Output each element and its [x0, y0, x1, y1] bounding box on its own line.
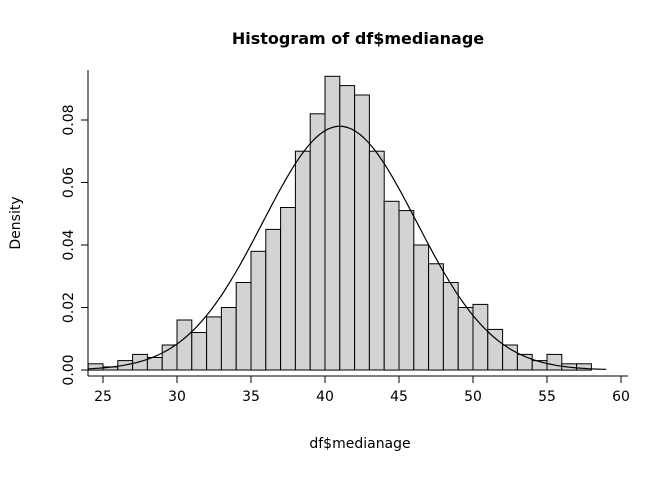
histogram-bar: [398, 210, 415, 371]
x-tick-label: 45: [390, 389, 408, 405]
histogram-bar: [546, 353, 563, 371]
histogram-bar: [368, 150, 385, 371]
histogram-bar: [265, 228, 282, 371]
y-axis-label: Density: [8, 196, 24, 249]
histogram-bar: [339, 85, 356, 371]
plot-drawing: 25 30 35 40 45 50 55 60 0.00 0.02 0.04 0.06 0.08: [61, 70, 630, 405]
x-tick-label: 25: [94, 389, 112, 405]
x-axis: 25 30 35 40 45 50 55 60: [88, 375, 630, 405]
histogram-bar: [576, 363, 592, 371]
x-tick-label: 60: [612, 389, 630, 405]
y-axis: 0.00 0.02 0.04 0.06 0.08: [61, 70, 89, 386]
histogram-bar: [250, 250, 267, 371]
y-tick-label: 0.02: [61, 292, 77, 323]
x-tick-label: 30: [168, 389, 186, 405]
histogram-bar: [413, 244, 430, 371]
x-tick-label: 40: [316, 389, 334, 405]
normal-curve: [88, 125, 607, 370]
histogram-bar: [191, 332, 208, 371]
histogram-bar: [457, 307, 474, 371]
histogram-bar: [176, 319, 193, 371]
x-tick-label: 55: [538, 389, 556, 405]
histogram-bars: [87, 75, 592, 371]
histogram-bar: [220, 307, 237, 371]
y-tick-label: 0.00: [61, 354, 77, 385]
histogram-bar: [294, 150, 311, 371]
histogram-bar: [146, 357, 163, 371]
histogram-bar: [206, 316, 222, 371]
y-tick-label: 0.06: [61, 167, 77, 198]
histogram-bar: [472, 303, 489, 371]
x-axis-label: df$medianage: [309, 436, 410, 452]
histogram-bar: [324, 75, 341, 371]
x-tick-label: 35: [242, 389, 260, 405]
histogram-bar: [235, 282, 252, 371]
histogram-bar: [383, 200, 400, 371]
histogram-bar: [280, 207, 296, 371]
chart-title: Histogram of df$medianage: [232, 29, 484, 48]
y-tick-label: 0.04: [61, 229, 77, 260]
histogram-bar: [487, 328, 504, 371]
histogram-bar: [428, 263, 444, 371]
histogram-bar: [309, 113, 326, 371]
x-tick-label: 50: [464, 389, 482, 405]
y-tick-label: 0.08: [61, 104, 77, 135]
histogram-bar: [442, 282, 459, 371]
